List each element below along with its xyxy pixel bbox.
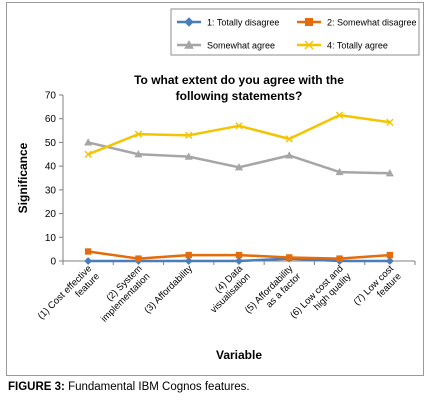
y-axis-label: Significance <box>16 142 30 213</box>
chart-title-line-2: following statements? <box>176 89 303 103</box>
series-4-point-3 <box>185 131 193 140</box>
legend-series-3-marker <box>184 39 194 49</box>
series-2-point-1 <box>84 248 92 255</box>
x-tick-label-7: (7) Low costfeature <box>352 263 404 315</box>
caption-label: FIGURE 3: <box>8 381 65 393</box>
y-tick-label-50: 50 <box>45 138 57 149</box>
series-1-point-4 <box>235 257 243 265</box>
y-tick-label-60: 60 <box>45 114 57 125</box>
series-1-point-3 <box>184 257 193 265</box>
chart-frame: 1: Totally disagree 2: Somewhat disagree S… <box>6 2 424 376</box>
x-tick-label-6: (6) Low cost andhigh quality <box>288 263 353 328</box>
legend-box <box>170 8 420 56</box>
series-2-point-2 <box>135 255 142 262</box>
y-tick-label-20: 20 <box>45 209 57 220</box>
line-chart: 1: Totally disagree 2: Somewhat disagree S… <box>16 8 420 362</box>
y-tick-label-30: 30 <box>45 185 57 196</box>
series-4-line <box>87 113 391 156</box>
series-3-point-7 <box>385 169 394 177</box>
x-tick-label-3: (3) Affordability <box>142 263 195 316</box>
series-1-point-1 <box>84 257 93 265</box>
legend-series-4-label: 4: Totally agree <box>327 41 388 51</box>
series-4-point-5 <box>285 135 293 143</box>
series-2-point-6 <box>336 255 343 262</box>
y-tick-label-10: 10 <box>45 233 57 244</box>
series-2-point-4 <box>235 251 243 259</box>
legend-series-3-label: Somewhat agree <box>207 41 275 51</box>
series-3-point-2 <box>134 150 143 158</box>
legend-series-2-label: 2: Somewhat disagree <box>327 18 417 28</box>
caption-text: Fundamental IBM Cognos features. <box>64 381 250 393</box>
series-4-point-7 <box>386 118 394 126</box>
x-tick-label-3-line-1: (3) Affordability <box>142 263 195 316</box>
series-3-point-4 <box>234 163 244 171</box>
series-4-point-2 <box>134 130 143 138</box>
series-4-point-4 <box>235 122 243 130</box>
legend-series-1-label: 1: Totally disagree <box>207 18 279 28</box>
series-3-point-6 <box>335 167 344 176</box>
series-1-point-7 <box>385 257 394 265</box>
chart-title-line-1: To what extent do you agree with the <box>134 73 344 87</box>
series-3-point-5 <box>285 151 294 159</box>
series-3-point-1 <box>84 138 93 146</box>
x-axis-label: Variable <box>216 348 262 362</box>
series-3-point-3 <box>184 152 193 160</box>
y-tick-label-40: 40 <box>45 162 57 173</box>
series-4-point-1 <box>84 150 92 158</box>
series-2-point-7 <box>386 251 394 259</box>
y-tick-label-0: 0 <box>50 257 56 268</box>
y-tick-label-70: 70 <box>45 91 57 102</box>
legend-series-4-marker <box>304 40 314 50</box>
legend-series-2-marker <box>305 18 313 26</box>
x-tick-label-1: (1) Cost effectivefeature <box>36 263 102 329</box>
series-2-point-5 <box>286 254 293 261</box>
figure-caption: FIGURE 3: Fundamental IBM Cognos feature… <box>8 381 250 393</box>
series-4-point-6 <box>335 111 344 119</box>
legend-series-1-marker <box>184 17 194 27</box>
series-2-point-3 <box>185 251 192 259</box>
x-tick-label-2: (2) Systemimplementation <box>91 263 152 324</box>
